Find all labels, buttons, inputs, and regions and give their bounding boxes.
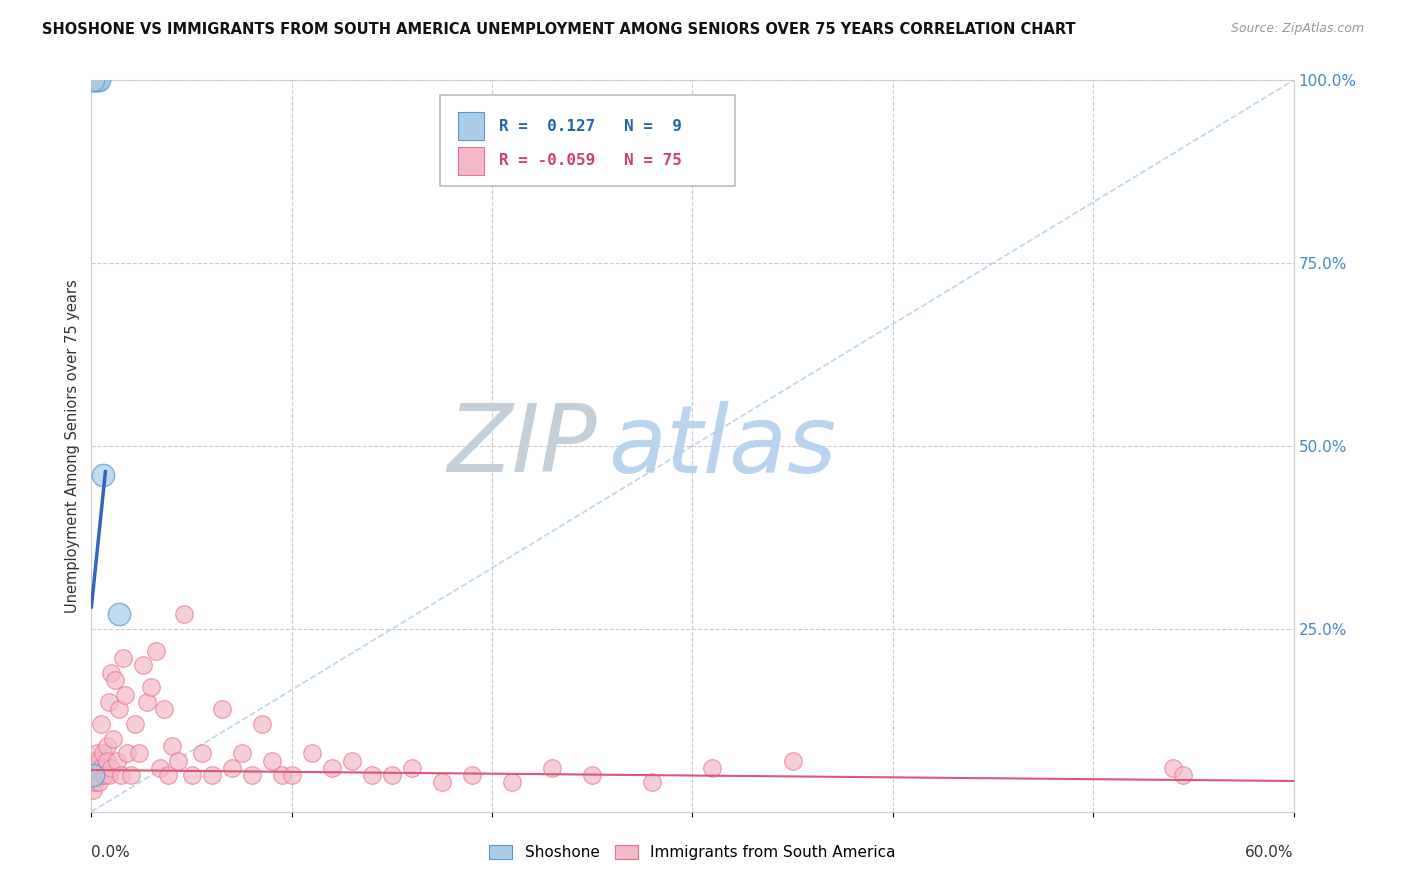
Point (173, 607, 195, 622)
Point (86, 761, 108, 775)
Legend: Shoshone, Immigrants from South America: Shoshone, Immigrants from South America (484, 839, 901, 866)
Point (136, 695, 159, 709)
Point (250, 717, 273, 731)
Bar (458, 112, 485, 140)
Point (240, 768, 263, 782)
Point (82, 761, 104, 775)
Point (301, 746, 323, 760)
Point (82, 754, 104, 768)
Point (190, 746, 212, 760)
Point (702, 761, 724, 775)
Point (82, 73, 104, 87)
Text: ZIP: ZIP (447, 401, 596, 491)
Point (82, 782, 104, 797)
Point (145, 644, 167, 658)
Point (104, 673, 127, 687)
Point (86, 746, 108, 760)
Point (90, 717, 112, 731)
Point (114, 688, 136, 702)
Text: R = -0.059   N = 75: R = -0.059 N = 75 (499, 153, 682, 169)
Point (108, 702, 131, 716)
Point (94, 761, 117, 775)
Point (340, 754, 363, 768)
Point (117, 746, 139, 760)
Point (93, 468, 115, 483)
Point (98, 695, 121, 709)
Point (89, 754, 111, 768)
Point (84, 775, 107, 789)
Text: 0.0%: 0.0% (91, 845, 131, 860)
Point (360, 768, 382, 782)
Point (100, 665, 122, 680)
Point (82, 768, 104, 782)
Point (86, 73, 108, 87)
Point (641, 775, 664, 789)
Point (82, 73, 104, 87)
Point (107, 754, 129, 768)
Point (1173, 768, 1195, 782)
Point (381, 768, 404, 782)
Point (82, 768, 104, 782)
Point (166, 754, 188, 768)
Point (152, 702, 174, 716)
Bar (458, 147, 485, 175)
Point (461, 768, 484, 782)
Point (100, 761, 122, 775)
Point (401, 761, 423, 775)
Point (84, 761, 107, 775)
Text: atlas: atlas (609, 401, 837, 491)
Point (90, 761, 112, 775)
Point (211, 702, 233, 716)
Point (156, 768, 179, 782)
Point (581, 768, 603, 782)
Point (94, 768, 117, 782)
Point (128, 746, 150, 760)
Point (180, 768, 202, 782)
Point (270, 768, 292, 782)
Point (221, 761, 243, 775)
Point (141, 681, 163, 695)
Point (93, 768, 115, 782)
Point (89, 775, 111, 789)
Text: Source: ZipAtlas.com: Source: ZipAtlas.com (1230, 22, 1364, 36)
Point (1163, 761, 1185, 775)
Point (96, 754, 118, 768)
Point (260, 754, 283, 768)
Point (160, 739, 183, 753)
Point (281, 768, 304, 782)
Point (86, 73, 108, 87)
Point (84, 768, 107, 782)
Point (96, 739, 118, 753)
Point (86, 768, 108, 782)
Point (231, 746, 253, 760)
Point (430, 775, 453, 789)
Point (782, 754, 804, 768)
Point (201, 768, 224, 782)
Point (124, 717, 146, 731)
Point (89, 768, 111, 782)
Point (84, 73, 107, 87)
Point (132, 658, 155, 673)
Point (321, 761, 343, 775)
Point (112, 651, 135, 665)
Point (89, 73, 111, 87)
Point (110, 768, 132, 782)
Point (82, 775, 104, 789)
Point (98, 768, 121, 782)
Point (84, 754, 107, 768)
Text: 60.0%: 60.0% (1246, 845, 1294, 860)
Y-axis label: Unemployment Among Seniors over 75 years: Unemployment Among Seniors over 75 years (65, 279, 80, 613)
Point (103, 731, 125, 746)
FancyBboxPatch shape (440, 95, 734, 186)
Point (148, 761, 170, 775)
Text: SHOSHONE VS IMMIGRANTS FROM SOUTH AMERICA UNEMPLOYMENT AMONG SENIORS OVER 75 YEA: SHOSHONE VS IMMIGRANTS FROM SOUTH AMERIC… (42, 22, 1076, 37)
Point (541, 761, 564, 775)
Point (121, 768, 143, 782)
Point (501, 775, 523, 789)
Text: R =  0.127   N =  9: R = 0.127 N = 9 (499, 119, 682, 134)
Point (108, 607, 131, 622)
Point (93, 746, 115, 760)
